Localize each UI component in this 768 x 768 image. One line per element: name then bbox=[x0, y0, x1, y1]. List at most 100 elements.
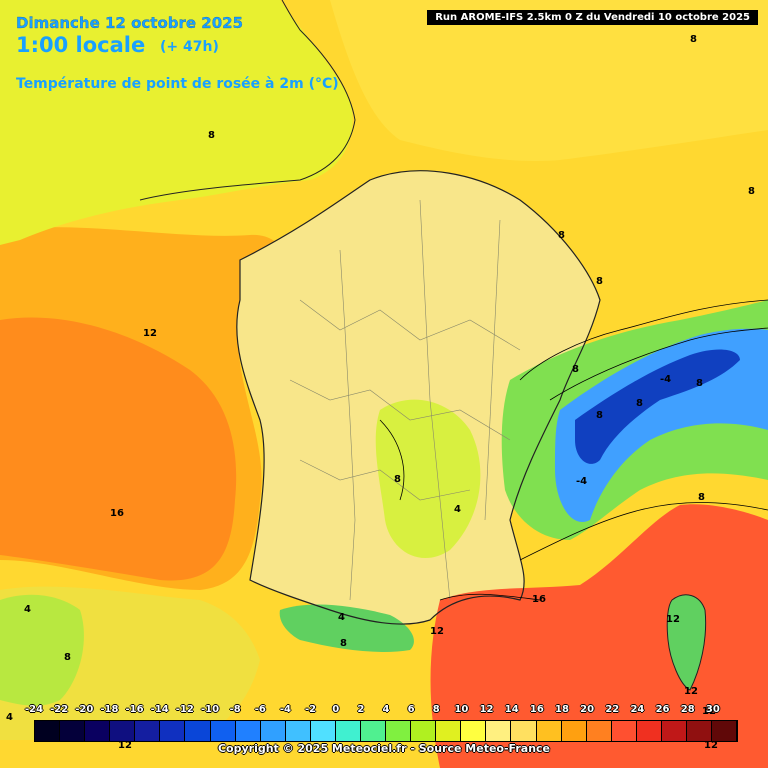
legend-swatch bbox=[35, 721, 61, 741]
legend-tick-label: -14 bbox=[150, 704, 169, 715]
legend-swatch bbox=[110, 721, 136, 741]
legend-tick-label: 14 bbox=[504, 704, 519, 715]
pyrenees-zone bbox=[279, 604, 414, 652]
contour-label: 8 bbox=[572, 364, 579, 375]
legend-tick-label: 30 bbox=[705, 704, 720, 715]
corsica-land bbox=[667, 594, 706, 690]
run-info: Run AROME-IFS 2.5km 0 Z du Vendredi 10 o… bbox=[427, 10, 758, 25]
legend-tick-label: 20 bbox=[580, 704, 595, 715]
contour-lines bbox=[379, 299, 768, 601]
legend-tick-label: -8 bbox=[229, 704, 241, 715]
legend-tick-label: 12 bbox=[479, 704, 494, 715]
contour-label: 8 bbox=[698, 492, 705, 503]
contour-label: 8 bbox=[340, 638, 347, 649]
alps-coldest-zone bbox=[575, 349, 740, 464]
legend-swatch bbox=[661, 721, 688, 741]
legend-swatch bbox=[536, 721, 562, 741]
legend-tick-label: -24 bbox=[24, 704, 44, 715]
legend-swatch bbox=[712, 721, 738, 741]
contour-label: 12 bbox=[430, 626, 444, 637]
legend-tick-label: 22 bbox=[605, 704, 620, 715]
contour-label: 12 bbox=[684, 686, 698, 697]
copyright-notice: Copyright © 2025 Meteociel.fr - Source M… bbox=[217, 742, 551, 755]
legend-tick-label: -10 bbox=[200, 704, 220, 715]
legend-swatch bbox=[436, 721, 462, 741]
contour-value-labels: 8 8 8 8 8 8 8 12 16 8 8 -4 8 8 -4 4 8 4 … bbox=[6, 34, 755, 751]
legend-swatch bbox=[260, 721, 286, 741]
legend-swatch bbox=[461, 721, 487, 741]
contour-label: 8 bbox=[636, 398, 643, 409]
iberia-green-patch bbox=[0, 594, 84, 706]
legend-tick-label: 0 bbox=[332, 704, 340, 715]
legend-swatch bbox=[185, 721, 211, 741]
forecast-local-time: 1:00 locale bbox=[16, 33, 146, 57]
corsica-coast bbox=[666, 594, 707, 691]
legend-tick-label: 28 bbox=[680, 704, 695, 715]
region-borders bbox=[289, 199, 521, 601]
legend-swatch bbox=[310, 721, 336, 741]
contour-label: 12 bbox=[702, 706, 716, 717]
england-land bbox=[0, 0, 353, 245]
legend-swatch bbox=[411, 721, 437, 741]
legend-swatch bbox=[386, 721, 412, 741]
legend-tick-label: 6 bbox=[407, 704, 415, 715]
contour-label: 8 bbox=[208, 130, 215, 141]
legend-swatch bbox=[135, 721, 161, 741]
legend-tick-label: 10 bbox=[454, 704, 469, 715]
legend-swatch bbox=[486, 721, 512, 741]
legend-swatch bbox=[511, 721, 537, 741]
contour-label: 4 bbox=[24, 604, 31, 615]
contour-label: 8 bbox=[394, 474, 401, 485]
legend-swatch bbox=[636, 721, 662, 741]
forecast-date: Dimanche 12 octobre 2025 bbox=[16, 14, 244, 32]
legend-swatch bbox=[85, 721, 111, 741]
contour-label: 4 bbox=[338, 612, 345, 623]
legend-tick-label: -2 bbox=[305, 704, 317, 715]
contour-label: -4 bbox=[576, 476, 587, 487]
legend-tick-label: 16 bbox=[529, 704, 544, 715]
contour-label: 16 bbox=[532, 594, 546, 605]
legend-swatch bbox=[285, 721, 311, 741]
legend-color-bar bbox=[34, 720, 738, 742]
legend-swatch bbox=[210, 721, 236, 741]
mediterranean-hot-zone bbox=[430, 504, 768, 768]
legend-tick-label: -4 bbox=[279, 704, 291, 715]
england-coast bbox=[139, 0, 356, 201]
legend-tick-label: -6 bbox=[254, 704, 266, 715]
contour-label: 12 bbox=[704, 740, 718, 751]
france-land bbox=[236, 170, 601, 625]
legend-tick-label: -16 bbox=[125, 704, 144, 715]
legend-tick-label: -22 bbox=[50, 704, 69, 715]
forecast-lead-time: (+ 47h) bbox=[160, 39, 219, 55]
legend-swatch bbox=[611, 721, 637, 741]
north-sea-yellow bbox=[330, 0, 768, 161]
legend-swatch bbox=[687, 721, 713, 741]
legend-tick-label: -20 bbox=[75, 704, 94, 715]
contour-label: 12 bbox=[666, 614, 680, 625]
contour-label: 4 bbox=[454, 504, 461, 515]
legend-tick-labels: -24 -22 -20 -18 -16 -14 -12 -10 -8 -6 -4 -2 0 2 4 6 8 10 1… bbox=[25, 704, 738, 718]
contour-label: 8 bbox=[748, 186, 755, 197]
contour-label: 8 bbox=[690, 34, 697, 45]
legend-swatch bbox=[561, 721, 587, 741]
legend-swatch bbox=[60, 721, 86, 741]
legend-tick-label: 8 bbox=[432, 704, 440, 715]
legend-swatch bbox=[361, 721, 387, 741]
contour-label: 16 bbox=[110, 508, 124, 519]
france-outline bbox=[236, 170, 601, 625]
legend-swatch bbox=[335, 721, 362, 741]
legend-tick-label: 18 bbox=[555, 704, 569, 715]
parameter-title: Température de point de rosée à 2m (°C) bbox=[16, 76, 339, 92]
contour-label: 8 bbox=[64, 652, 71, 663]
contour-label: 8 bbox=[596, 276, 603, 287]
contour-label: 8 bbox=[696, 378, 703, 389]
legend-tick-label: 2 bbox=[357, 704, 365, 715]
legend-tick-label: 4 bbox=[382, 704, 390, 715]
legend-swatch bbox=[160, 721, 186, 741]
contour-label: 12 bbox=[143, 328, 157, 339]
legend-tick-label: -18 bbox=[100, 704, 119, 715]
legend-swatch bbox=[235, 721, 261, 741]
contour-label: 12 bbox=[118, 740, 132, 751]
contour-label: 4 bbox=[6, 712, 13, 723]
